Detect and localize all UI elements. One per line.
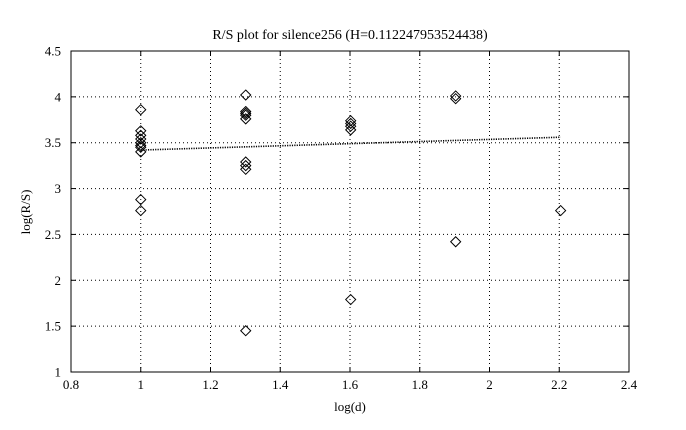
data-point	[240, 89, 252, 101]
fit-line-layer	[140, 136, 561, 151]
y-tick-label: 1.5	[45, 319, 61, 334]
y-tick-label: 3.5	[45, 135, 61, 150]
fit-line	[140, 136, 561, 151]
data-point	[554, 204, 567, 217]
y-axis-label: log(R/S)	[18, 190, 33, 235]
data-point	[344, 117, 357, 130]
x-tick-labels: 0.8 1 1.2 1.4 1.6 1.8 2 2.2 2.4	[63, 377, 638, 392]
data-point	[135, 125, 147, 137]
chart-title: R/S plot for silence256 (H=0.11224795352…	[212, 28, 488, 43]
x-tick-label: 2.4	[621, 377, 638, 392]
data-point	[344, 120, 357, 132]
data-point	[135, 146, 147, 158]
data-point	[240, 105, 252, 118]
y-tick-label: 1	[55, 365, 62, 380]
x-tick-label: 2.2	[551, 377, 567, 392]
y-tick-label: 2	[55, 273, 62, 288]
data-point	[240, 107, 252, 120]
data-point	[344, 293, 357, 306]
data-point	[449, 236, 462, 248]
y-tick-labels: 1 1.5 2 2.5 3 3.5 4 4.5	[45, 44, 62, 380]
x-axis-label: log(d)	[334, 399, 366, 414]
x-tick-label: 2	[486, 377, 493, 392]
y-tick-label: 2.5	[45, 227, 61, 242]
data-point	[240, 163, 252, 176]
data-point	[240, 156, 252, 168]
y-tick-label: 4.5	[45, 44, 61, 59]
x-tick-label: 1.6	[342, 377, 359, 392]
x-tick-label: 1.2	[202, 377, 218, 392]
y-tick-label: 3	[55, 181, 62, 196]
data-point	[135, 193, 147, 206]
x-tick-label: 0.8	[63, 377, 79, 392]
data-point	[449, 90, 462, 102]
data-point	[135, 133, 147, 145]
data-point	[135, 103, 147, 116]
data-point	[240, 113, 252, 125]
data-point	[344, 124, 357, 136]
data-points	[135, 89, 567, 337]
data-point	[135, 204, 147, 217]
y-tick-label: 4	[55, 89, 62, 104]
grid-lines	[71, 51, 629, 372]
x-tick-label: 1.8	[412, 377, 428, 392]
data-point	[240, 325, 252, 337]
data-point	[135, 141, 147, 154]
x-tick-label: 1.4	[272, 377, 289, 392]
data-point	[135, 137, 147, 149]
data-point	[344, 114, 357, 127]
axis-ticks	[70, 50, 630, 373]
data-point	[240, 159, 252, 172]
data-point	[135, 139, 147, 152]
data-point	[240, 109, 252, 121]
data-point	[449, 92, 462, 105]
x-tick-label: 1	[138, 377, 145, 392]
